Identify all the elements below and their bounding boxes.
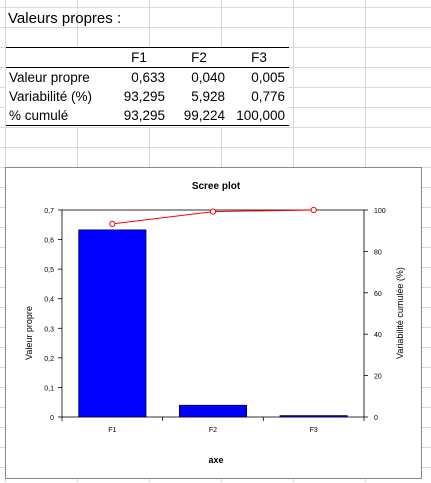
- column-header[interactable]: F3: [229, 47, 289, 68]
- y2-tick-label: 60: [374, 291, 382, 298]
- table-cell[interactable]: 93,295: [123, 89, 165, 104]
- chart-title: Scree plot: [192, 181, 241, 192]
- y-tick-label: 0,6: [44, 238, 54, 245]
- x-tick-label: F3: [310, 427, 318, 434]
- y2-tick-label: 0: [374, 415, 378, 422]
- x-tick-label: F1: [108, 427, 116, 434]
- table-cell[interactable]: 0,040: [191, 70, 225, 85]
- table-cell[interactable]: 0,633: [131, 70, 165, 85]
- sheet-title: Valeurs propres :: [8, 10, 122, 27]
- table-cell[interactable]: 100,000: [229, 106, 289, 126]
- table-cell[interactable]: 99,224: [169, 106, 229, 126]
- y-tick-label: 0: [50, 415, 54, 422]
- cumulative-point[interactable]: [310, 206, 317, 214]
- table-cell[interactable]: 0,776: [251, 89, 285, 104]
- y-tick-label: 0,7: [44, 208, 54, 215]
- y-tick-label: 0,2: [44, 356, 54, 363]
- row-label[interactable]: % cumulé: [6, 106, 109, 126]
- table-header-row: F1 F2 F3: [6, 47, 289, 68]
- table-row: % cumulé 93,295 99,224 100,000: [6, 106, 289, 126]
- bar[interactable]: [279, 415, 348, 418]
- table-corner-cell[interactable]: [6, 47, 109, 68]
- y2-tick-label: 100: [374, 208, 386, 215]
- x-axis-label: axe: [208, 455, 223, 465]
- y-tick-label: 0,4: [44, 297, 54, 304]
- table-row: Valeur propre 0,633 0,040 0,005: [6, 68, 289, 88]
- row-label[interactable]: Variabilité (%): [9, 89, 93, 104]
- y-tick-label: 0,3: [44, 326, 54, 333]
- table-cell[interactable]: 93,295: [109, 106, 169, 126]
- y-tick-label: 0,5: [44, 267, 54, 274]
- table-cell[interactable]: 0,005: [251, 70, 285, 85]
- scree-plot-chart[interactable]: Scree plot axe Valeur propre Variabilité…: [5, 167, 422, 479]
- y2-tick-label: 40: [374, 332, 382, 339]
- column-header[interactable]: F1: [109, 47, 169, 68]
- cumulative-point[interactable]: [109, 220, 116, 227]
- row-label[interactable]: Valeur propre: [9, 70, 90, 85]
- table-cell[interactable]: 5,928: [191, 89, 225, 104]
- y-axis-label: Valeur propre: [24, 306, 34, 360]
- x-tick-label: F2: [209, 427, 217, 434]
- bar[interactable]: [178, 404, 248, 418]
- cumulative-point[interactable]: [209, 208, 217, 215]
- table-row: Variabilité (%) 93,295 5,928 0,776: [6, 87, 289, 106]
- y2-axis-label: Variabilité cumulée (%): [395, 267, 405, 359]
- y-tick-label: 0,1: [44, 385, 54, 392]
- y2-tick-label: 80: [374, 249, 382, 256]
- eigenvalue-table: F1 F2 F3 Valeur propre 0,633 0,040 0,005…: [6, 47, 289, 126]
- bar[interactable]: [78, 229, 147, 418]
- y2-tick-label: 20: [374, 374, 382, 381]
- chart-canvas: Scree plot axe Valeur propre Variabilité…: [24, 181, 405, 465]
- column-header[interactable]: F2: [169, 47, 229, 68]
